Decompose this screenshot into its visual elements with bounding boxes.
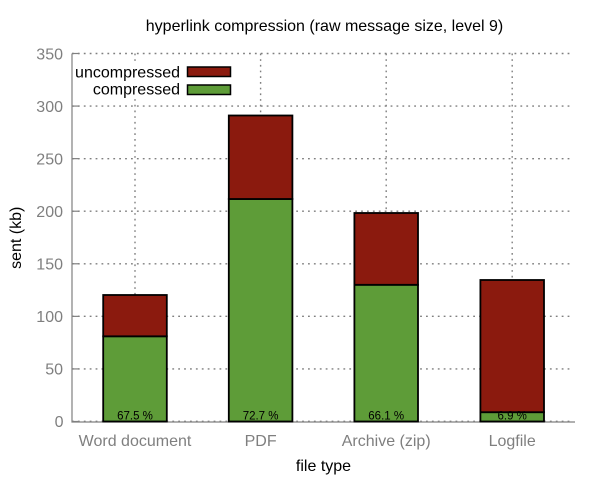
svg-text:6.9 %: 6.9 %	[497, 411, 526, 423]
svg-text:150: 150	[36, 257, 63, 274]
svg-text:file type: file type	[296, 458, 351, 475]
svg-text:100: 100	[36, 309, 63, 326]
svg-text:sent (kb): sent (kb)	[8, 207, 25, 269]
svg-text:Logfile: Logfile	[489, 433, 536, 450]
svg-text:67.5 %: 67.5 %	[117, 411, 153, 423]
svg-text:compressed: compressed	[93, 82, 180, 99]
svg-text:200: 200	[36, 204, 63, 221]
svg-text:72.7 %: 72.7 %	[243, 411, 279, 423]
svg-text:250: 250	[36, 151, 63, 168]
svg-text:Archive (zip): Archive (zip)	[342, 433, 431, 450]
svg-text:Word document: Word document	[79, 433, 192, 450]
svg-text:PDF: PDF	[245, 433, 277, 450]
svg-text:350: 350	[36, 46, 63, 63]
svg-text:300: 300	[36, 99, 63, 116]
svg-text:50: 50	[45, 362, 63, 379]
svg-text:hyperlink compression (raw mes: hyperlink compression (raw message size,…	[146, 18, 503, 35]
svg-text:uncompressed: uncompressed	[75, 65, 180, 82]
svg-text:66.1 %: 66.1 %	[368, 411, 404, 423]
svg-text:0: 0	[55, 414, 64, 431]
